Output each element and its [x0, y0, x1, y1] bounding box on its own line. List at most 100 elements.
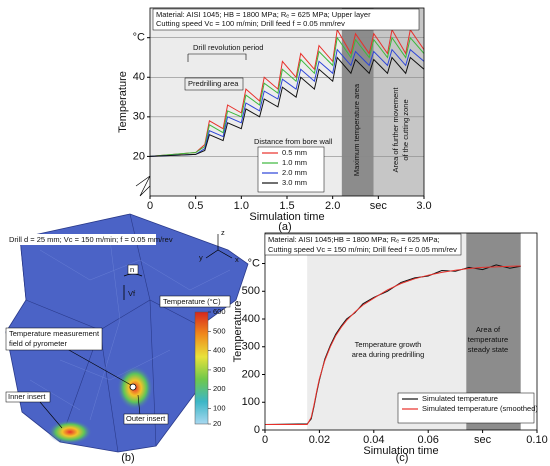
x-tick-label: 2.0 — [325, 200, 340, 212]
y-tick-label: 400 — [242, 313, 260, 325]
hot-spot-inner — [48, 420, 92, 444]
region — [341, 8, 374, 196]
label-box — [5, 391, 51, 403]
legend-title: Distance from bore wall — [254, 137, 333, 146]
legend-label: Simulated temperature (smoothed) — [422, 404, 538, 413]
y-tick-label: 500 — [242, 285, 260, 297]
x-tick-label: 0.5 — [188, 200, 203, 212]
fem-label: Outer insert — [126, 414, 166, 423]
colorbar-tick-label: 500 — [213, 326, 226, 335]
rotation-label: n — [130, 265, 134, 274]
y-tick-label: 40 — [133, 71, 145, 83]
panel-label: (a) — [278, 221, 291, 233]
annotation: Area of further movement — [391, 87, 400, 173]
y-tick-label: °C — [133, 32, 145, 44]
x-tick-label: 0.10 — [526, 434, 547, 446]
annotation: steady state — [468, 345, 508, 354]
colorbar-tick-label: 100 — [213, 404, 226, 413]
y-axis-title: Temperature — [232, 301, 244, 363]
panel-label: (b) — [121, 452, 134, 464]
annotation: Cutting speed Vc = 150 m/min; Drill feed… — [268, 245, 457, 254]
colorbar-tick-label: 600 — [213, 307, 226, 316]
series-line — [149, 28, 425, 157]
fem-caption: Drill d = 25 mm; Vc = 150 m/min; f = 0.0… — [9, 235, 173, 244]
x-tick-label: 3.0 — [416, 200, 431, 212]
series-line — [149, 56, 425, 157]
axis-label: y — [199, 253, 203, 262]
annotation: Maximum temperature area — [352, 83, 361, 176]
series-line — [149, 48, 425, 157]
x-tick-label: 1.5 — [279, 200, 294, 212]
colorbar-title: Temperature (°C) — [163, 297, 221, 306]
x-tick-label: 0.04 — [363, 434, 384, 446]
axis-label: x — [235, 255, 239, 264]
legend-label: 2.0 mm — [282, 168, 307, 177]
legend-label: 0.5 mm — [282, 148, 307, 157]
leader — [59, 344, 132, 386]
y-axis-title: Temperature — [117, 71, 129, 133]
legend-label: Simulated temperature — [422, 394, 498, 403]
colorbar-tick-label: 300 — [213, 365, 226, 374]
legend-label: 3.0 mm — [282, 178, 307, 187]
region — [373, 8, 424, 196]
x-tick-label: 0.02 — [309, 434, 330, 446]
annotation: Predrilling area — [188, 79, 239, 88]
annotation: area during predrilling — [352, 350, 425, 359]
mesh-edges — [19, 213, 201, 453]
axis-label: z — [221, 228, 225, 237]
axis-line — [217, 249, 233, 259]
label-box — [123, 413, 169, 425]
x-tick-label: 0 — [147, 200, 153, 212]
feed-label: Vf — [128, 289, 136, 298]
mesh-lines — [29, 239, 231, 421]
annotation: Material: AISI 1045;HB = 1800 MPa; Rₑ = … — [268, 235, 440, 244]
annotation: Temperature growth — [355, 340, 422, 349]
legend-box — [397, 392, 535, 424]
label-box — [5, 327, 103, 351]
annotation: Material: AISI 1045; HB = 1800 MPa; Rₑ =… — [156, 10, 371, 19]
x-tick-label: 0 — [262, 434, 268, 446]
plot-frame — [264, 232, 538, 431]
axis-line — [205, 249, 219, 259]
x-tick-label: sec — [474, 434, 492, 446]
y-tick-label: 200 — [242, 368, 260, 380]
panel-label: (c) — [396, 452, 409, 464]
fem-view: Drill d = 25 mm; Vc = 150 m/min; f = 0.0… — [5, 213, 249, 453]
info-box — [152, 8, 420, 31]
label-box — [159, 295, 231, 308]
x-tick-label: sec — [370, 200, 388, 212]
annotation-box — [184, 77, 244, 91]
x-tick-label: 1.0 — [234, 200, 249, 212]
colorbar — [194, 311, 209, 425]
legend-box — [257, 146, 325, 193]
label-box — [6, 234, 156, 245]
pyrometer-spot — [129, 383, 137, 391]
fem-label: Temperature measurement — [9, 329, 100, 338]
period-arrow — [187, 53, 247, 62]
annotation: Cutting speed Vc = 100 m/min; Drill feed… — [156, 19, 345, 28]
y-tick-label: 30 — [133, 111, 145, 123]
y-tick-label: 0 — [254, 424, 260, 436]
x-axis-title: Simulation time — [249, 211, 324, 223]
fem-label: field of pyrometer — [9, 339, 67, 348]
annotation: Area of — [476, 325, 501, 334]
y-tick-label: 300 — [242, 341, 260, 353]
legend-label: 1.0 mm — [282, 158, 307, 167]
info-box — [264, 233, 462, 256]
leader — [39, 401, 63, 429]
colorbar-tick-label: 20 — [213, 419, 221, 428]
annotation: temperature — [468, 335, 508, 344]
annotation: of the cutting zone — [401, 99, 410, 160]
axis-break — [135, 175, 151, 197]
series-line — [265, 265, 521, 425]
fem-label: Inner insert — [8, 392, 46, 401]
colorbar-tick-label: 200 — [213, 384, 226, 393]
annotation: Drill revolution period — [193, 43, 263, 52]
x-tick-label: 0.06 — [417, 434, 438, 446]
colorbar-tick-label: 400 — [213, 346, 226, 355]
plot-frame — [149, 7, 425, 197]
y-tick-label: 20 — [133, 150, 145, 162]
y-tick-label: °C — [248, 257, 260, 269]
label-box — [127, 264, 139, 275]
